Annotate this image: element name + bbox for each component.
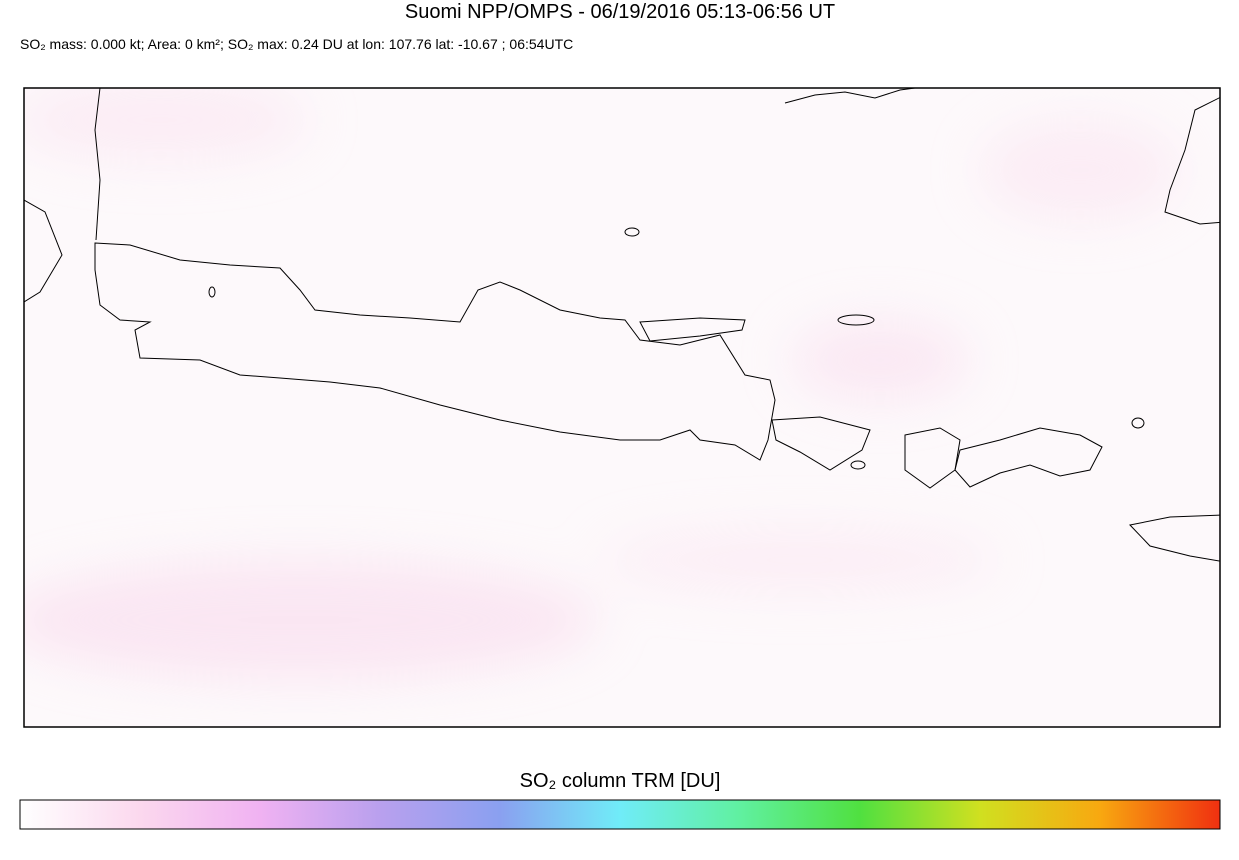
colorbar <box>19 799 1221 830</box>
island <box>208 286 216 298</box>
borneo-coast <box>784 88 919 104</box>
coastlines <box>24 88 1220 562</box>
colorbar-title: SO₂ column TRM [DU] <box>520 770 721 792</box>
sumatra-coast <box>94 88 101 241</box>
map-frame <box>23 87 1221 728</box>
island <box>1131 417 1145 429</box>
island <box>850 460 866 470</box>
plot-area <box>24 88 1220 727</box>
sumatra-south <box>24 199 63 303</box>
title: Suomi NPP/OMPS - 06/19/2016 05:13-06:56 … <box>405 1 835 23</box>
island <box>624 227 640 237</box>
madura <box>639 317 746 342</box>
island <box>837 314 875 326</box>
sumbawa <box>954 427 1103 488</box>
so2-haze <box>24 88 1180 680</box>
sulawesi-coast <box>1164 96 1220 225</box>
sumba <box>1129 514 1220 562</box>
bali <box>771 416 871 471</box>
subtitle: SO₂ mass: 0.000 kt; Area: 0 km²; SO₂ max… <box>20 36 573 52</box>
